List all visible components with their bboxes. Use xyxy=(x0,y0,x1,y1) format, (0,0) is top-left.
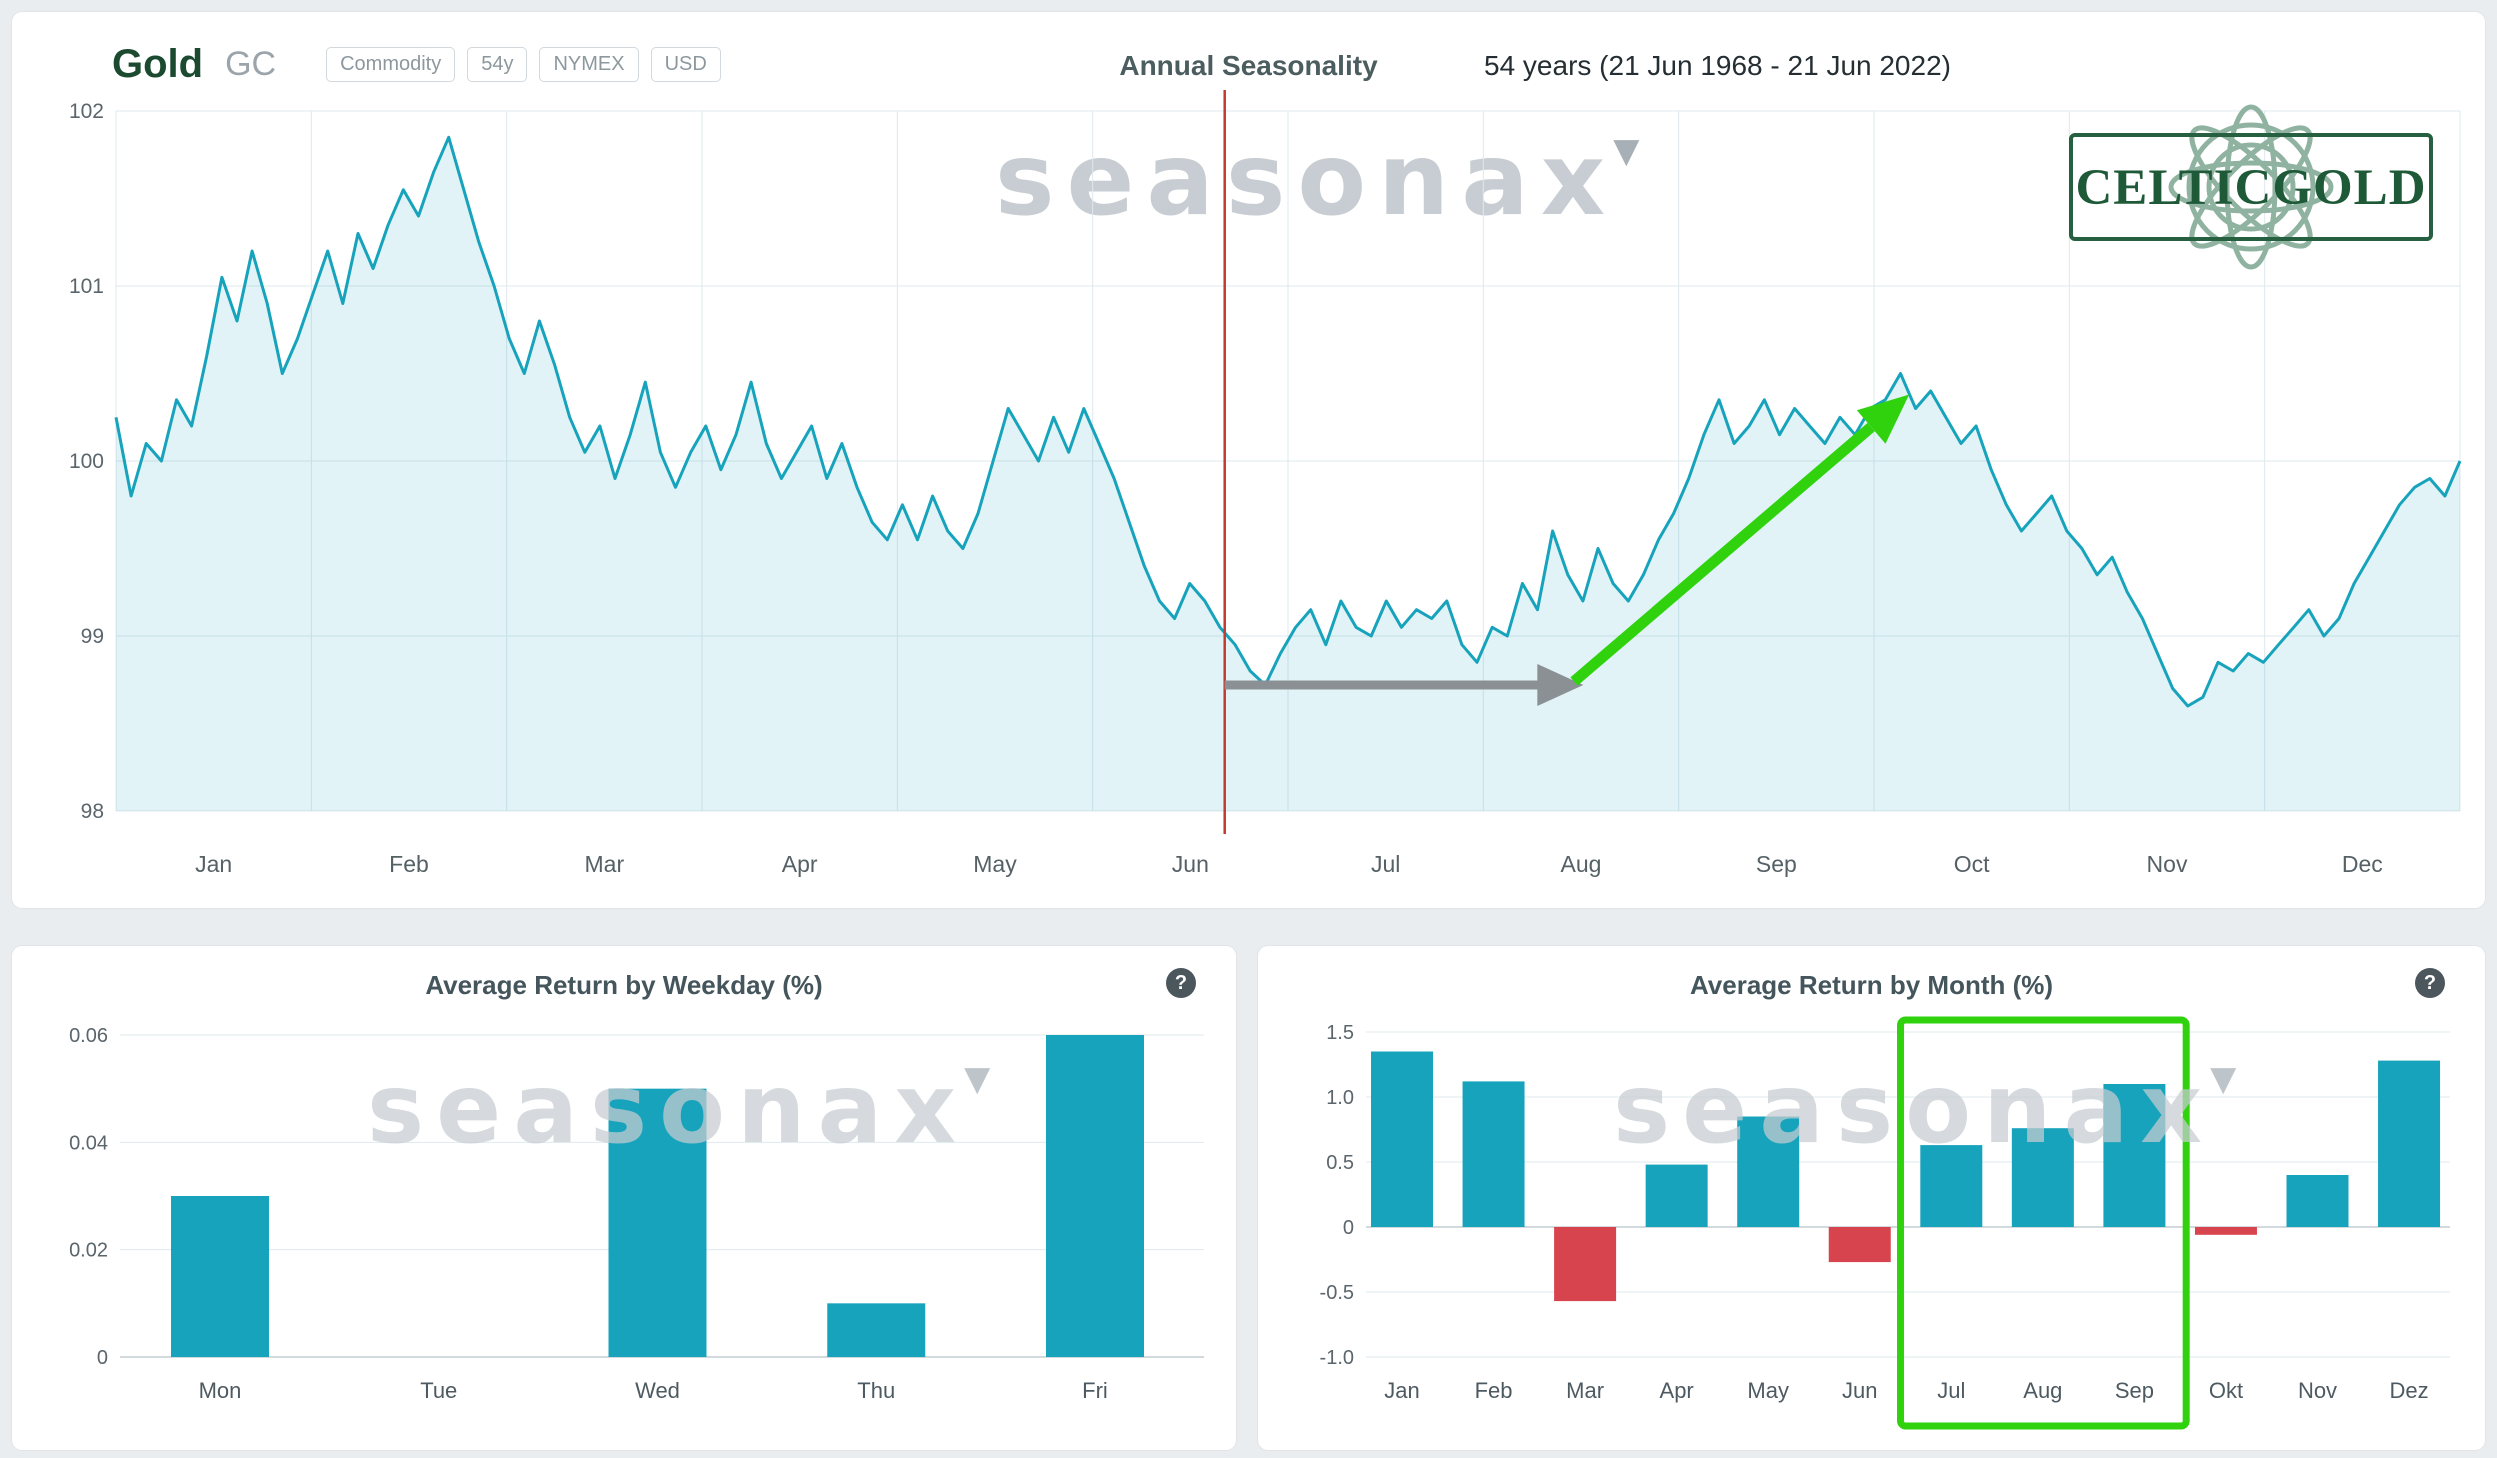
category-label: Dez xyxy=(2389,1378,2428,1403)
y-tick-label: 0 xyxy=(97,1347,108,1369)
seasonax-watermark: seasonax▼ xyxy=(995,130,1639,230)
seasonality-line xyxy=(114,135,2462,708)
category-label: Jan xyxy=(1384,1378,1419,1403)
month-panel-title: Average Return by Month (%) xyxy=(1689,970,2054,1000)
y-tick-label: 0.04 xyxy=(69,1132,108,1154)
y-tick-label: 0 xyxy=(1343,1217,1354,1239)
category-label: Feb xyxy=(1475,1378,1513,1403)
category-label: Jul xyxy=(1937,1378,1965,1403)
y-tick-label: 1.5 xyxy=(1326,1022,1354,1044)
instrument-name: Gold xyxy=(112,42,204,86)
bar[interactable] xyxy=(2194,1227,2257,1235)
help-icon[interactable]: ? xyxy=(2415,968,2445,998)
bar[interactable] xyxy=(827,1303,926,1357)
rally-arrow xyxy=(1570,422,1875,686)
watermark-triangle-icon: ▼ xyxy=(2210,1059,2237,1099)
weekday-returns-chart[interactable]: 0.06 0.04 0.02 0 Mon Tue Wed Thu Fri xyxy=(12,946,1236,1450)
y-tick-label: 98 xyxy=(81,800,104,823)
y-tick-label: 99 xyxy=(81,625,104,648)
category-label: May xyxy=(1747,1378,1789,1403)
category-label: Jun xyxy=(1842,1378,1877,1403)
month-label: Mar xyxy=(585,851,625,877)
month-returns-panel: Average Return by Month (%) ? 1.5 1.0 0.5 0… xyxy=(1258,946,2485,1450)
bar[interactable] xyxy=(1737,1116,1800,1228)
chart-title: Annual Seasonality xyxy=(1119,50,1378,81)
month-label: May xyxy=(973,851,1017,877)
instrument-header: Gold GC Commodity 54y NYMEX USD xyxy=(112,42,721,87)
category-label: Aug xyxy=(2023,1378,2062,1403)
category-label: Tue xyxy=(420,1378,457,1403)
bar[interactable] xyxy=(1828,1227,1891,1263)
y-tick-label: 101 xyxy=(69,275,104,298)
category-label: Wed xyxy=(635,1378,680,1403)
watermark-text: seasonax xyxy=(367,1053,969,1165)
month-label: Sep xyxy=(1756,851,1797,877)
month-label: Jul xyxy=(1371,851,1400,877)
y-tick-label: -0.5 xyxy=(1320,1282,1354,1304)
logo-border xyxy=(2069,133,2433,241)
month-label: Nov xyxy=(2147,851,2188,877)
weekday-returns-panel: Average Return by Weekday (%) ? 0.06 0.04… xyxy=(12,946,1236,1450)
bar[interactable] xyxy=(1462,1081,1525,1227)
bar[interactable] xyxy=(1645,1164,1708,1227)
sideways-arrow-head xyxy=(1537,664,1584,706)
month-returns-chart[interactable]: 1.5 1.0 0.5 0 -0.5 -1.0 Jan Feb Mar Apr May Jun Jul A… xyxy=(1258,946,2485,1450)
category-label: Okt xyxy=(2209,1378,2243,1403)
watermark-triangle-icon: ▼ xyxy=(1613,131,1640,171)
month-label: Feb xyxy=(389,851,429,877)
badge-currency[interactable]: USD xyxy=(650,47,721,82)
bar[interactable] xyxy=(1046,1034,1144,1357)
month-label: Jun xyxy=(1172,851,1209,877)
month-label: Aug xyxy=(1561,851,1602,877)
category-label: Sep xyxy=(2115,1378,2154,1403)
bar[interactable] xyxy=(1371,1051,1433,1228)
seasonax-watermark: seasonax▼ xyxy=(367,1061,990,1157)
category-label: Apr xyxy=(1660,1378,1694,1403)
category-label: Thu xyxy=(857,1378,895,1403)
category-label: Mar xyxy=(1566,1378,1604,1403)
badge-exchange[interactable]: NYMEX xyxy=(539,47,639,82)
y-tick-label: 0.06 xyxy=(69,1025,108,1047)
logo-text: CELTICGOLD xyxy=(2075,160,2426,216)
highlight-rect xyxy=(1897,1016,2190,1430)
seasonality-area xyxy=(116,137,2460,812)
category-label: Mon xyxy=(199,1378,242,1403)
watermark-text: seasonax xyxy=(995,121,1618,238)
instrument-symbol: GC xyxy=(225,45,277,83)
y-tick-label: 1.0 xyxy=(1326,1087,1354,1109)
y-tick-label: 102 xyxy=(69,100,104,123)
watermark-text: seasonax xyxy=(1613,1053,2215,1165)
watermark-triangle-icon: ▼ xyxy=(964,1059,991,1099)
y-tick-label: 100 xyxy=(69,450,104,473)
rally-arrow-head xyxy=(1856,394,1910,444)
celticgold-logo: CELTICGOLD xyxy=(2069,104,2433,270)
bar[interactable] xyxy=(171,1195,269,1357)
bar[interactable] xyxy=(2103,1084,2166,1227)
bar[interactable] xyxy=(2011,1128,2074,1227)
bar[interactable] xyxy=(1554,1227,1617,1302)
weekday-panel-title: Average Return by Weekday (%) xyxy=(425,970,823,1000)
bar[interactable] xyxy=(2286,1175,2349,1227)
date-range: 54 years (21 Jun 1968 - 21 Jun 2022) xyxy=(1484,50,1951,81)
y-tick-label: 0.02 xyxy=(69,1240,108,1262)
badge-asset-class[interactable]: Commodity xyxy=(326,47,456,82)
category-label: Nov xyxy=(2298,1378,2337,1403)
month-label: Apr xyxy=(782,851,818,877)
seasonality-chart[interactable]: 102 101 100 99 98 Jan Feb Mar Apr May Jun Jul Aug Sep… xyxy=(12,12,2485,908)
badge-years[interactable]: 54y xyxy=(467,47,528,82)
instrument-badges: Commodity 54y NYMEX USD xyxy=(326,47,721,82)
y-tick-label: -1.0 xyxy=(1320,1347,1354,1369)
seasonax-watermark: seasonax▼ xyxy=(1613,1061,2236,1157)
category-label: Fri xyxy=(1082,1378,1108,1403)
bar[interactable] xyxy=(2378,1060,2441,1227)
seasonality-panel: seasonax▼ 102 101 100 99 98 Jan Feb Mar Apr May Ju… xyxy=(12,12,2485,908)
y-tick-label: 0.5 xyxy=(1326,1152,1354,1174)
month-label: Dec xyxy=(2342,851,2383,877)
help-icon[interactable]: ? xyxy=(1166,968,1196,998)
bar[interactable] xyxy=(608,1088,707,1357)
celtic-knot-icon xyxy=(2168,104,2334,270)
month-label: Oct xyxy=(1954,851,1990,877)
month-label: Jan xyxy=(195,851,232,877)
bar[interactable] xyxy=(1920,1145,1983,1227)
